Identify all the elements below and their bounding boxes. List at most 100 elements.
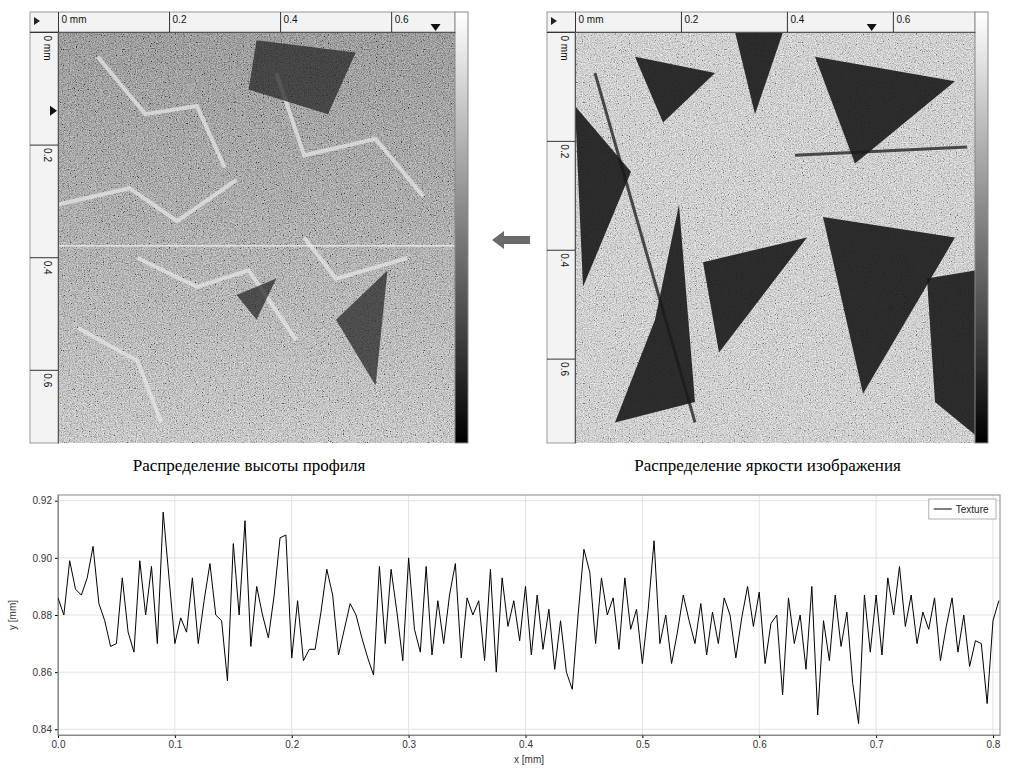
tick-label: 0.3 bbox=[402, 739, 416, 750]
texture-shape bbox=[595, 73, 695, 422]
tick: 0 mm bbox=[576, 12, 604, 32]
tick-mark bbox=[787, 12, 788, 32]
tick-mark bbox=[169, 12, 170, 32]
legend-item: Texture bbox=[934, 504, 989, 515]
canvas: 0 mm 0.2 0.4 0.6 0 mm 0.2 0.4 0.6 Распределение … bbox=[0, 0, 1011, 774]
texture-shape bbox=[703, 238, 807, 353]
tick-mark bbox=[30, 32, 58, 33]
legend-swatch bbox=[934, 509, 952, 510]
image-background bbox=[58, 32, 455, 443]
tick-mark bbox=[30, 370, 58, 371]
tick-label: 0.90 bbox=[33, 553, 53, 564]
tick-label: 0.2 bbox=[684, 14, 698, 25]
ruler bbox=[547, 12, 975, 32]
ruler-marker bbox=[34, 17, 40, 25]
ruler bbox=[30, 12, 455, 32]
image bbox=[575, 32, 975, 443]
tick-label: 0.0 bbox=[52, 739, 66, 750]
cursor bbox=[50, 106, 57, 116]
tick-label: 0.2 bbox=[285, 739, 299, 750]
texture-shape bbox=[635, 57, 715, 123]
tick-label: 0.2 bbox=[173, 14, 187, 25]
caption: Распределение высоты профиля bbox=[133, 456, 366, 475]
tick-label: 0.4 bbox=[519, 739, 533, 750]
texture-shape bbox=[735, 32, 783, 114]
plot-area bbox=[58, 495, 1000, 735]
tick-mark bbox=[58, 12, 59, 32]
tick: 0.90 bbox=[33, 553, 58, 564]
tick: 0.86 bbox=[33, 667, 58, 678]
texture-shape bbox=[137, 258, 296, 340]
y-ruler: 0 mm0.20.40.6 bbox=[30, 33, 59, 444]
tick-label: 0.4 bbox=[42, 261, 53, 275]
x-axis: 0.00.10.20.30.40.50.60.70.8 bbox=[52, 735, 1001, 750]
cursor bbox=[431, 24, 441, 31]
ruler bbox=[547, 32, 575, 443]
grid-line bbox=[58, 615, 1000, 616]
tick-mark bbox=[547, 250, 575, 251]
texture-shape bbox=[249, 40, 356, 114]
legend-box bbox=[929, 499, 996, 519]
grid-line bbox=[58, 557, 1000, 558]
profile-line bbox=[58, 245, 455, 246]
tick: 0.4 bbox=[519, 735, 533, 750]
cursor bbox=[867, 24, 877, 31]
tick: 0 mm bbox=[59, 12, 87, 32]
tick: 0 mm bbox=[547, 33, 575, 61]
caption: Распределение яркости изображения bbox=[634, 456, 901, 475]
tick-mark bbox=[280, 12, 281, 32]
tick: 0.4 bbox=[547, 250, 575, 267]
image bbox=[58, 32, 455, 443]
texture-shape bbox=[927, 270, 975, 434]
tick: 0.2 bbox=[681, 12, 698, 32]
grid-line bbox=[58, 500, 1000, 501]
tick-label: 0 mm bbox=[559, 36, 570, 61]
texture-shape bbox=[78, 328, 161, 423]
arrow bbox=[492, 231, 530, 249]
image-texture bbox=[575, 32, 975, 443]
plot-frame bbox=[58, 495, 1000, 735]
tick: 0.6 bbox=[547, 359, 575, 376]
legend: Texture bbox=[929, 499, 996, 519]
tick: 0.7 bbox=[870, 735, 884, 750]
tick: 0 mm bbox=[30, 33, 58, 61]
y-ruler: 0 mm0.20.40.6 bbox=[547, 33, 576, 444]
grid-line bbox=[58, 729, 1000, 730]
tick: 0.0 bbox=[52, 735, 66, 750]
grid bbox=[58, 495, 1000, 735]
texture-shape bbox=[575, 106, 631, 287]
line bbox=[58, 512, 999, 723]
tick-label: 0 mm bbox=[42, 36, 53, 61]
line-chart: 0.00.10.20.30.40.50.60.70.80.840.860.880… bbox=[7, 495, 1001, 765]
tick-mark bbox=[30, 257, 58, 258]
tick-mark bbox=[893, 12, 894, 32]
texture-shape bbox=[98, 57, 225, 168]
tick-label: 0 mm bbox=[579, 14, 604, 25]
tick-mark bbox=[575, 12, 576, 32]
tick: 0.2 bbox=[30, 145, 58, 162]
axis-line bbox=[59, 32, 456, 33]
tick: 0.6 bbox=[893, 12, 910, 32]
axis-line bbox=[576, 32, 976, 33]
tick-mark bbox=[547, 32, 575, 33]
tick-label: 0.84 bbox=[33, 724, 53, 735]
tick-label: 0.6 bbox=[753, 739, 767, 750]
tick-label: 0.4 bbox=[559, 253, 570, 267]
y-axis: 0.84 0.86 0.88 0.90 0.92 bbox=[33, 495, 59, 735]
tick: 0.4 bbox=[787, 12, 804, 32]
tick: 0.5 bbox=[636, 735, 650, 750]
image-background bbox=[575, 32, 975, 443]
figure: 0 mm 0.2 0.4 0.6 0 mm 0.2 0.4 0.6 Распределение … bbox=[0, 0, 1011, 774]
image-panel: 0 mm0.20.40.60 mm0.20.40.6Распределение … bbox=[547, 12, 988, 475]
texture-shape bbox=[58, 180, 237, 221]
tick: 0.92 bbox=[33, 495, 58, 506]
tick-label: 0.92 bbox=[33, 495, 53, 506]
tick-label: 0.88 bbox=[33, 610, 53, 621]
y-axis-title: y [mm] bbox=[7, 600, 18, 630]
tick-label: 0.7 bbox=[870, 739, 884, 750]
image-panel: 0 mm0.20.40.60 mm0.20.40.6Распределение … bbox=[30, 12, 468, 475]
tick: 0.84 bbox=[33, 724, 58, 735]
tick: 0.4 bbox=[30, 258, 58, 275]
tick-label: 0.86 bbox=[33, 667, 53, 678]
tick-label: 0.6 bbox=[395, 14, 409, 25]
